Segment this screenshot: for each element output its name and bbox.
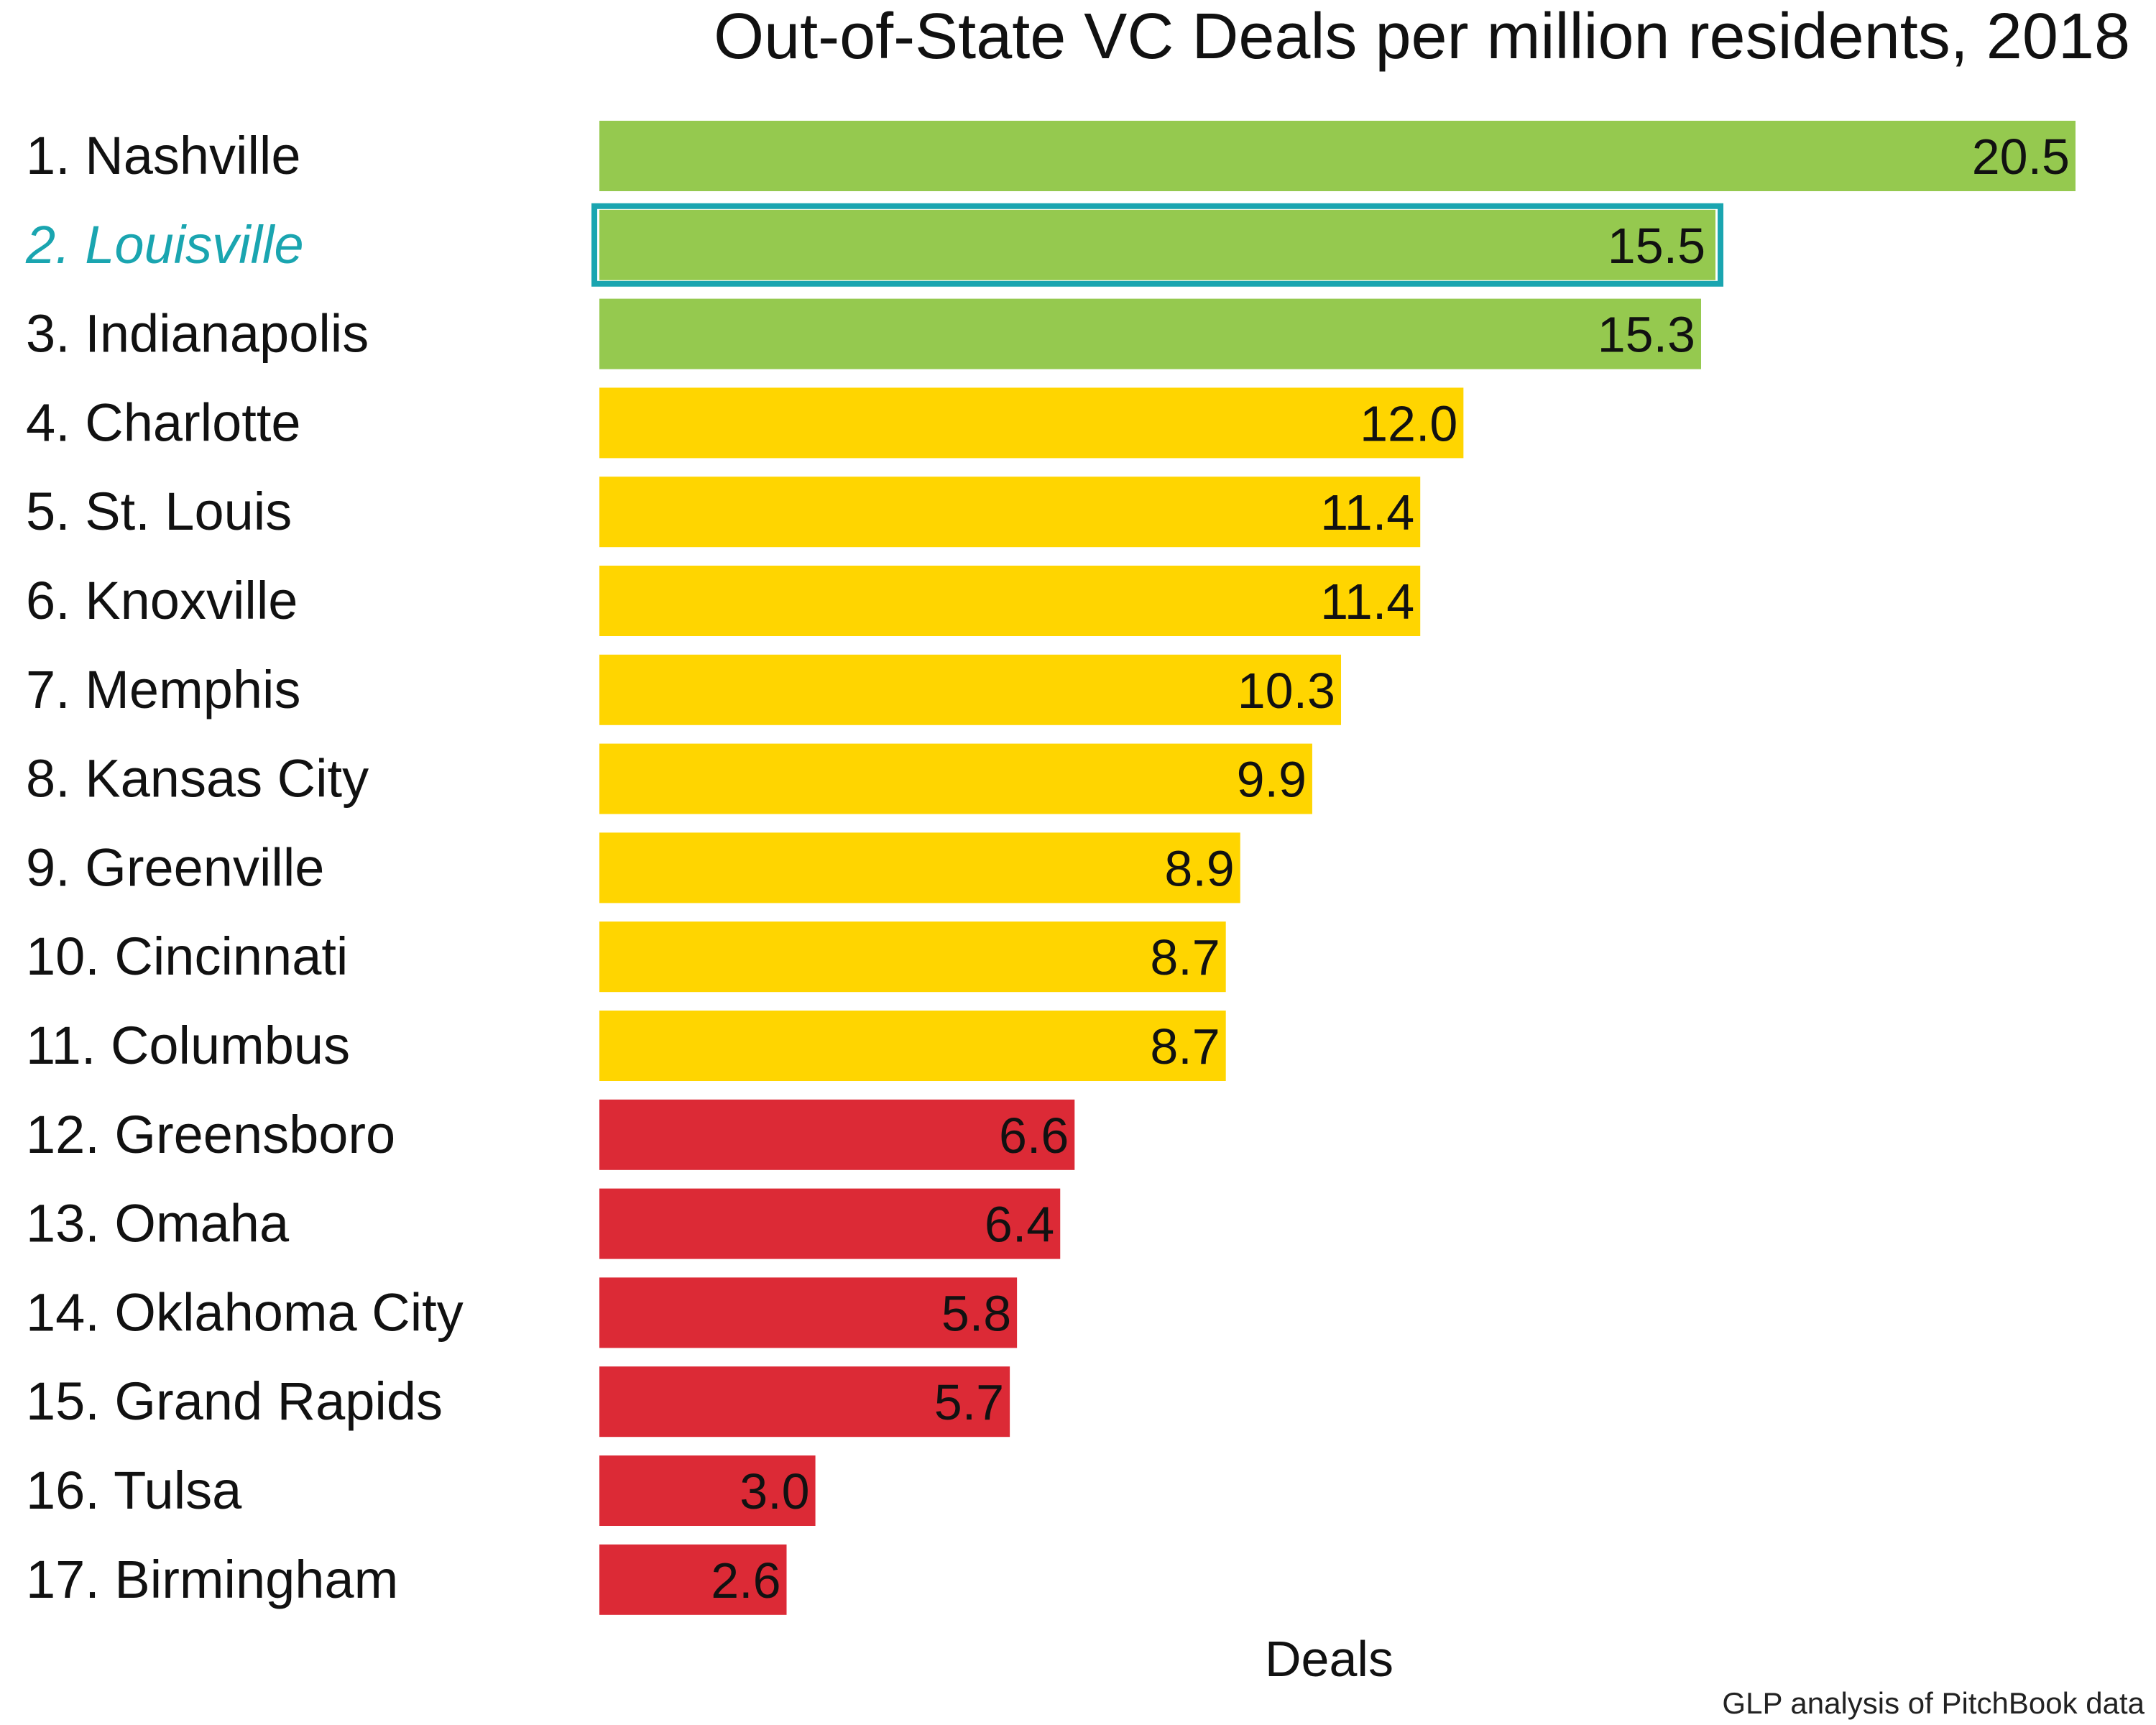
data-label: 8.7: [1150, 1018, 1220, 1075]
bar: [599, 387, 1464, 459]
category-label: 7. Memphis: [26, 660, 300, 719]
bar: [599, 921, 1226, 993]
bar: [599, 566, 1421, 636]
bar: [599, 1366, 1010, 1438]
data-label: 15.5: [1608, 218, 1705, 274]
source-note: GLP analysis of PitchBook data: [1722, 1686, 2145, 1720]
category-label: 16. Tulsa: [26, 1460, 242, 1520]
data-label: 11.4: [1320, 574, 1414, 630]
data-label: 8.9: [1164, 840, 1234, 896]
data-label: 5.7: [934, 1374, 1004, 1430]
bar: [599, 654, 1342, 725]
data-label: 20.5: [1972, 129, 2070, 185]
category-label: 8. Kansas City: [26, 749, 369, 809]
bar: [599, 743, 1312, 814]
data-label: 2.6: [711, 1552, 780, 1609]
bar: [599, 1544, 787, 1615]
data-label: 5.8: [941, 1285, 1011, 1341]
bar: [599, 1188, 1061, 1259]
category-label: 2. Louisville: [25, 215, 304, 275]
data-label: 15.3: [1598, 307, 1695, 363]
chart-title: Out-of-State VC Deals per million reside…: [714, 1, 2130, 73]
bar: [599, 121, 2076, 191]
category-label: 15. Grand Rapids: [26, 1371, 443, 1431]
data-label: 9.9: [1237, 752, 1307, 808]
bar: [599, 298, 1701, 369]
category-label: 10. Cincinnati: [26, 926, 348, 986]
category-label: 3. Indianapolis: [26, 304, 369, 364]
category-label: 14. Oklahoma City: [26, 1282, 464, 1342]
data-label: 12.0: [1360, 395, 1457, 451]
category-label: 13. Omaha: [26, 1194, 290, 1254]
data-label: 11.4: [1320, 484, 1414, 540]
bar: [599, 1099, 1075, 1170]
category-label: 4. Charlotte: [26, 392, 301, 452]
category-label: 6. Knoxville: [26, 571, 298, 630]
category-label: 12. Greensboro: [26, 1105, 395, 1164]
category-label: 5. St. Louis: [26, 482, 292, 541]
bar: [599, 1011, 1226, 1081]
category-label: 11. Columbus: [26, 1016, 350, 1075]
data-label: 6.6: [999, 1108, 1069, 1164]
data-label: 6.4: [985, 1197, 1054, 1253]
bar: [599, 1277, 1018, 1348]
category-label: 17. Birmingham: [26, 1550, 398, 1609]
category-label: 9. Greenville: [26, 837, 324, 897]
highlight-outline: [591, 203, 1724, 287]
data-label: 10.3: [1238, 663, 1335, 719]
bar: [599, 209, 1716, 280]
data-label: 3.0: [740, 1463, 809, 1519]
category-label: 1. Nashville: [26, 126, 301, 185]
bar: [599, 832, 1240, 903]
bar: [599, 1455, 816, 1526]
bar: [599, 477, 1421, 548]
data-label: 8.7: [1150, 929, 1220, 985]
x-axis-label: Deals: [1265, 1631, 1393, 1687]
